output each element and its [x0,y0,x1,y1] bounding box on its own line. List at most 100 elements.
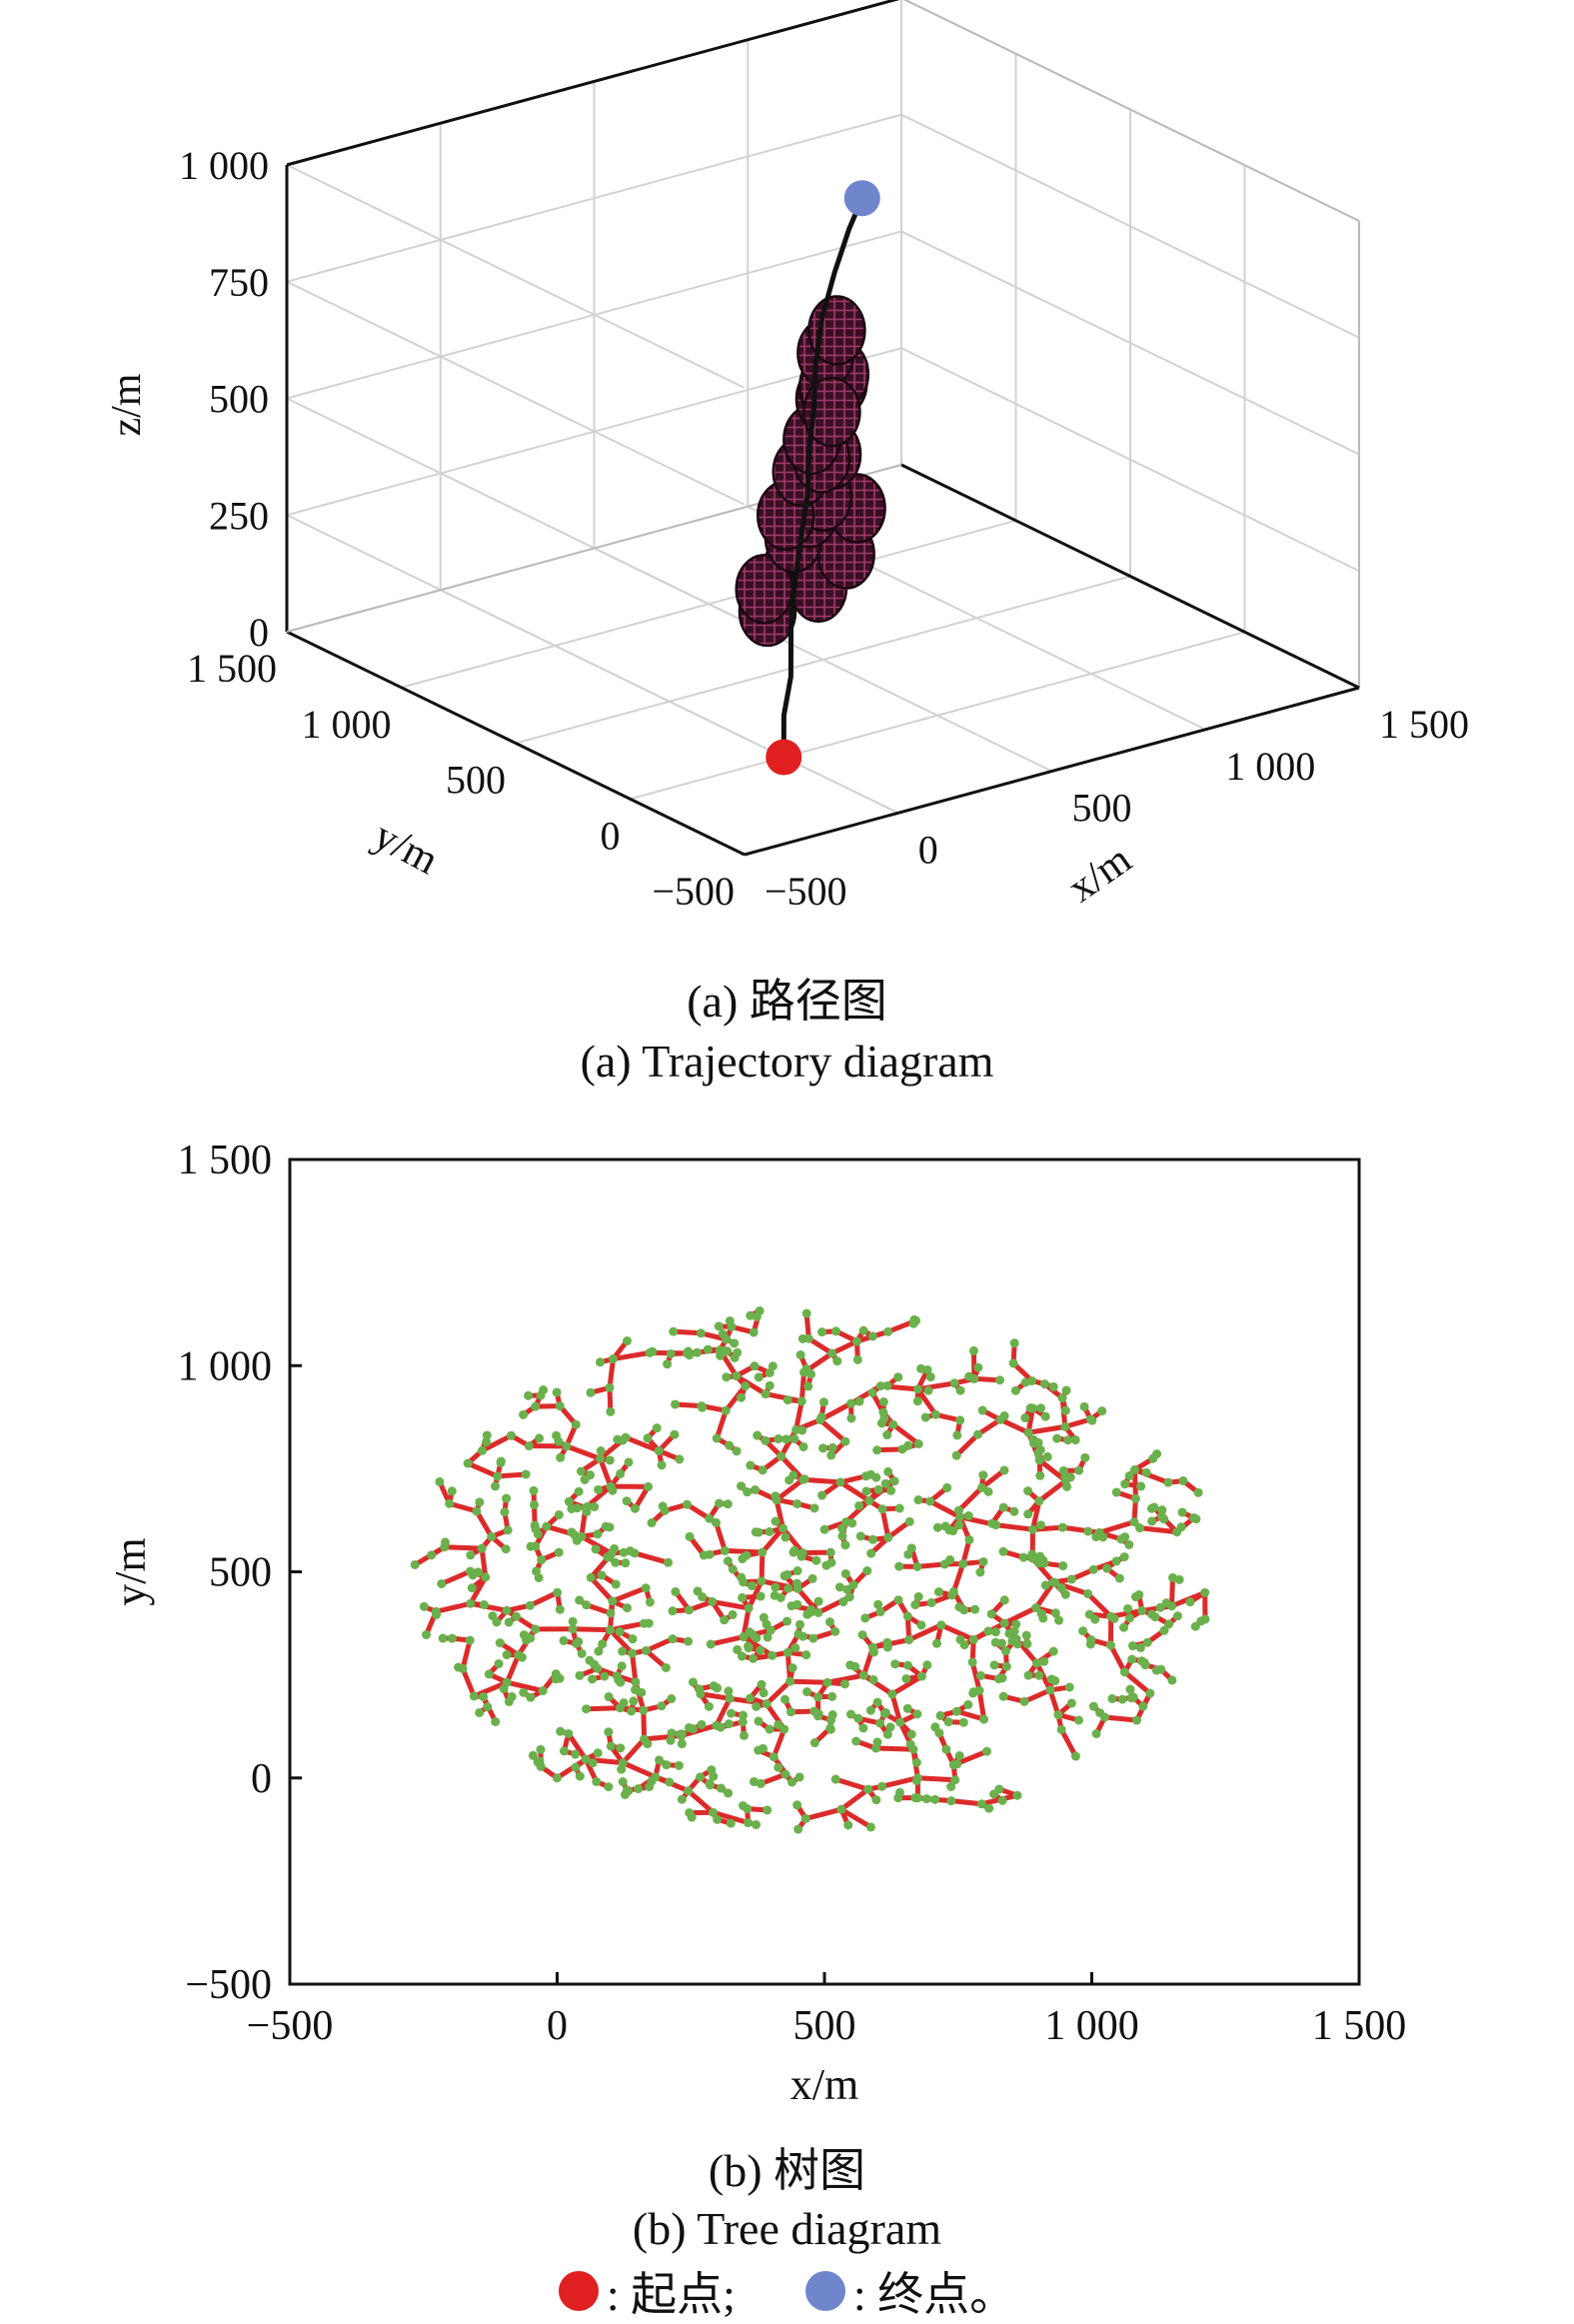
tree-node [1111,1487,1121,1497]
tree-node [1012,1790,1022,1800]
tree-node [817,1327,827,1337]
box-edge [900,463,1360,690]
tree-node [753,1430,763,1440]
tree-node [800,1813,810,1823]
tree-node [432,1609,442,1619]
tree-node [1039,1656,1049,1666]
caption-b-en: (b) Tree diagram [632,2203,942,2254]
y-tick-label: 1 500 [187,646,277,691]
tree-node [930,1409,940,1419]
tree-node [499,1683,509,1693]
tree-node [743,1487,753,1497]
tree-edge [774,1476,806,1502]
tree-edge [642,1732,685,1742]
tree-node [606,1625,616,1635]
tree-node [912,1384,922,1394]
tree-node [531,1624,541,1634]
tree-edge [641,1707,648,1742]
tree-node [628,1634,638,1644]
tree-node [1083,1526,1093,1536]
tree-node [1120,1479,1130,1489]
tree-node [1150,1612,1160,1622]
tree-node [808,1633,818,1643]
tree-node [1119,1622,1129,1632]
tree-node [1151,1665,1161,1675]
tree-node [1057,1522,1067,1532]
tree-node [1127,1641,1137,1651]
tree-node [573,1503,583,1513]
tree-node [809,1503,819,1513]
tree-node [648,1346,658,1356]
tree-node [738,1592,748,1602]
tree-node [886,1485,896,1495]
tree-node [975,1670,985,1680]
tree-node [976,1482,986,1492]
tree-node [1054,1615,1064,1625]
tree-node [705,1549,715,1559]
tree-node [427,1550,437,1560]
tree-node [752,1701,762,1711]
tree-node [500,1507,510,1517]
tree-node [568,1624,578,1634]
tree-node [1035,1520,1045,1530]
caption-a-cn: (a) 路径图 [687,976,887,1027]
tree-node [983,1626,993,1636]
tree-node [941,1744,951,1754]
x-tick-label: 1 500 [1312,2003,1407,2049]
tree-node [1079,1401,1089,1411]
tree-node [865,1822,875,1832]
x-tick-label: −500 [247,2003,334,2049]
tree-node [463,1458,473,1468]
tree-node [487,1531,497,1541]
tree-node [639,1705,649,1715]
tree-node [1085,1639,1095,1649]
tree-node [1045,1685,1055,1695]
tree-node [1023,1486,1033,1496]
tree-node [482,1430,492,1440]
tree-edge [1001,1605,1039,1626]
tree-node [768,1361,778,1371]
tree-node [1025,1403,1035,1413]
tree-node [576,1466,586,1476]
tree-node [845,1709,855,1719]
tree-node [792,1498,802,1508]
tree-node [958,1717,968,1727]
tree-edge [948,1798,984,1807]
tree-node [739,1801,749,1811]
tree-node [984,1803,994,1813]
tree-node [572,1535,582,1545]
tree-node [1021,1630,1031,1640]
tree-edge [447,1500,480,1514]
tree-edge [759,1549,766,1584]
tree-node [1019,1696,1029,1706]
tree-node [588,1674,598,1684]
tree-edge [872,1745,916,1752]
tree-node [951,1450,961,1460]
tree-node [454,1662,464,1672]
tree-node [712,1517,722,1527]
tree-node [875,1718,885,1728]
tree-node [479,1599,489,1609]
tree-node [1056,1724,1066,1734]
tree-node [875,1607,885,1617]
tree-node [752,1819,762,1829]
tree-node [1048,1381,1058,1391]
tree-edge [800,1476,843,1485]
tree-node [593,1748,603,1758]
tree-edge [714,1519,728,1553]
tree-edge [460,1665,477,1699]
x-axis-label: x/m [790,2060,858,2109]
tree-edge [774,1496,787,1531]
tree-node [880,1707,890,1717]
tree-node [577,1648,587,1658]
tree-node [921,1794,931,1804]
tree-node [619,1698,629,1708]
tree-node [1155,1602,1165,1612]
tree-node [996,1638,1006,1648]
tree-node [465,1635,475,1645]
tree-node [1147,1516,1157,1526]
tree-edge [632,1550,672,1565]
tree-node [1190,1621,1200,1631]
tree-node [1074,1715,1084,1725]
